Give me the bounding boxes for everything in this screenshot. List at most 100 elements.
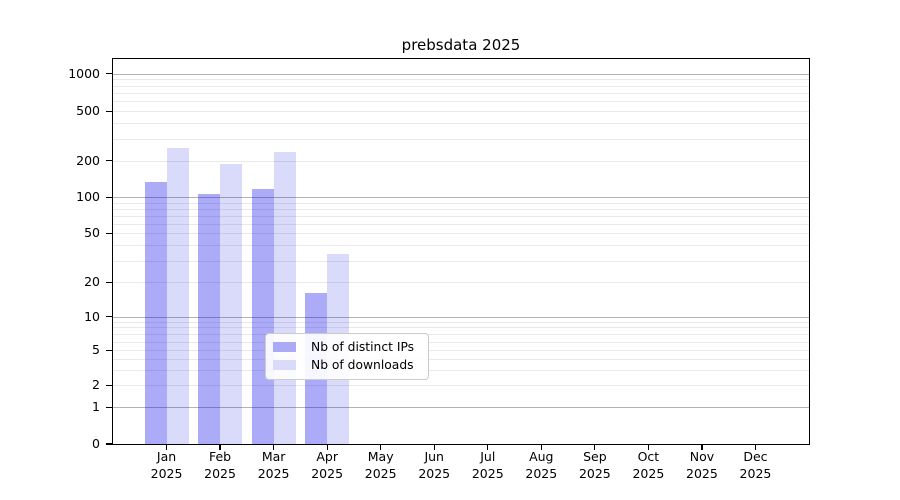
- minor-gridline: [113, 341, 809, 343]
- x-tick-year: 2025: [471, 465, 504, 481]
- bar-mar-distinct-ips: [251, 189, 274, 444]
- x-tick-label: Sep 2025: [565, 449, 625, 482]
- minor-gridline: [113, 111, 809, 113]
- x-tick-year: 2025: [418, 465, 451, 481]
- x-tick-year: 2025: [525, 465, 558, 481]
- minor-gridline: [113, 359, 809, 360]
- x-tick-year: 2025: [257, 465, 290, 481]
- x-tick-mark: [165, 445, 168, 450]
- x-tick-year: 2025: [364, 465, 397, 481]
- x-tick-mark: [754, 445, 757, 450]
- x-tick-mark: [701, 445, 703, 450]
- x-tick-mark: [540, 445, 542, 450]
- minor-gridline: [113, 245, 809, 247]
- x-tick-mark: [433, 445, 435, 450]
- x-tick-label: Oct 2025: [618, 449, 678, 482]
- y-tick-mark: [105, 406, 112, 409]
- x-tick-year: 2025: [311, 465, 344, 481]
- x-tick-label: May 2025: [351, 449, 411, 482]
- x-tick-label: Feb 2025: [190, 449, 250, 482]
- x-tick-year: 2025: [686, 465, 718, 481]
- y-tick-label: 10: [84, 308, 100, 324]
- minor-gridline: [113, 138, 809, 140]
- y-tick-label: 1: [92, 399, 100, 415]
- y-tick-label: 2: [92, 377, 100, 393]
- x-tick-month: Nov: [689, 449, 715, 464]
- x-tick-mark: [487, 445, 489, 450]
- y-tick-label: 20: [84, 274, 100, 290]
- legend-item-downloads: Nb of downloads: [273, 356, 420, 374]
- x-tick-month: Jan: [156, 449, 177, 464]
- x-tick-month: May: [367, 449, 394, 464]
- chart-title: prebsdata 2025: [401, 36, 521, 54]
- x-tick-label: Jan 2025: [137, 449, 197, 482]
- minor-gridline: [113, 85, 809, 87]
- y-tick-mark: [105, 196, 112, 198]
- x-tick-month: Sep: [583, 449, 607, 464]
- y-tick-label: 0: [92, 436, 100, 451]
- x-tick-month: Mar: [261, 449, 286, 464]
- y-tick-mark: [105, 232, 112, 234]
- x-tick-label: Dec 2025: [725, 449, 785, 482]
- y-tick-label: 100: [76, 189, 100, 205]
- x-tick-label: Jul 2025: [458, 449, 518, 482]
- minor-gridline: [113, 160, 809, 162]
- x-tick-month: Dec: [743, 449, 768, 464]
- minor-gridline: [113, 260, 809, 262]
- minor-gridline: [113, 282, 809, 284]
- x-tick-month: Jun: [424, 449, 444, 464]
- legend-label-distinct-ips: Nb of distinct IPs: [311, 340, 415, 354]
- minor-gridline: [113, 123, 809, 125]
- x-tick-month: Apr: [316, 449, 338, 464]
- x-tick-mark: [380, 445, 382, 450]
- bar-feb-downloads: [220, 164, 243, 444]
- minor-gridline: [113, 233, 809, 235]
- x-tick-month: Feb: [208, 449, 232, 464]
- major-gridline: [113, 197, 809, 199]
- x-tick-label: Mar 2025: [244, 449, 304, 482]
- minor-gridline: [113, 327, 809, 329]
- y-tick-mark: [105, 73, 112, 75]
- major-gridline: [113, 316, 809, 318]
- x-tick-month: Aug: [529, 449, 554, 464]
- x-tick-label: Nov 2025: [672, 449, 732, 482]
- legend-swatch-downloads: [273, 360, 296, 370]
- x-tick-mark: [647, 445, 649, 450]
- minor-gridline: [113, 369, 809, 371]
- bar-jan-downloads: [166, 148, 189, 444]
- minor-gridline: [113, 93, 809, 95]
- x-tick-month: Oct: [637, 449, 660, 464]
- x-tick-mark: [594, 445, 596, 450]
- legend-label-downloads: Nb of downloads: [311, 358, 414, 372]
- y-tick-mark: [105, 315, 112, 318]
- legend-item-distinct-ips: Nb of distinct IPs: [273, 338, 420, 356]
- minor-gridline: [113, 79, 809, 81]
- legend: Nb of distinct IPs Nb of downloads: [265, 333, 429, 380]
- y-tick-label: 1000: [68, 65, 100, 81]
- y-tick-mark: [105, 384, 112, 387]
- minor-gridline: [113, 223, 809, 225]
- x-tick-label: Apr 2025: [297, 449, 357, 482]
- x-tick-label: Jun 2025: [404, 449, 464, 482]
- bar-jan-distinct-ips: [144, 182, 167, 444]
- minor-gridline: [113, 385, 809, 387]
- y-tick-mark: [105, 349, 112, 352]
- x-tick-year: 2025: [204, 465, 236, 481]
- x-tick-year: 2025: [150, 465, 183, 481]
- y-tick-label: 50: [84, 225, 100, 241]
- y-tick-mark: [105, 281, 112, 283]
- major-gridline: [113, 73, 809, 75]
- major-gridline: [113, 407, 809, 409]
- x-tick-mark: [326, 445, 328, 450]
- y-tick-mark: [105, 110, 112, 112]
- x-tick-year: 2025: [578, 465, 611, 481]
- y-tick-mark: [105, 159, 112, 162]
- x-tick-mark: [219, 445, 221, 450]
- minor-gridline: [113, 215, 809, 217]
- minor-gridline: [113, 208, 809, 210]
- minor-gridline: [113, 101, 809, 103]
- x-tick-month: Jul: [480, 449, 496, 464]
- y-tick-label: 200: [76, 152, 100, 168]
- x-tick-year: 2025: [632, 465, 665, 481]
